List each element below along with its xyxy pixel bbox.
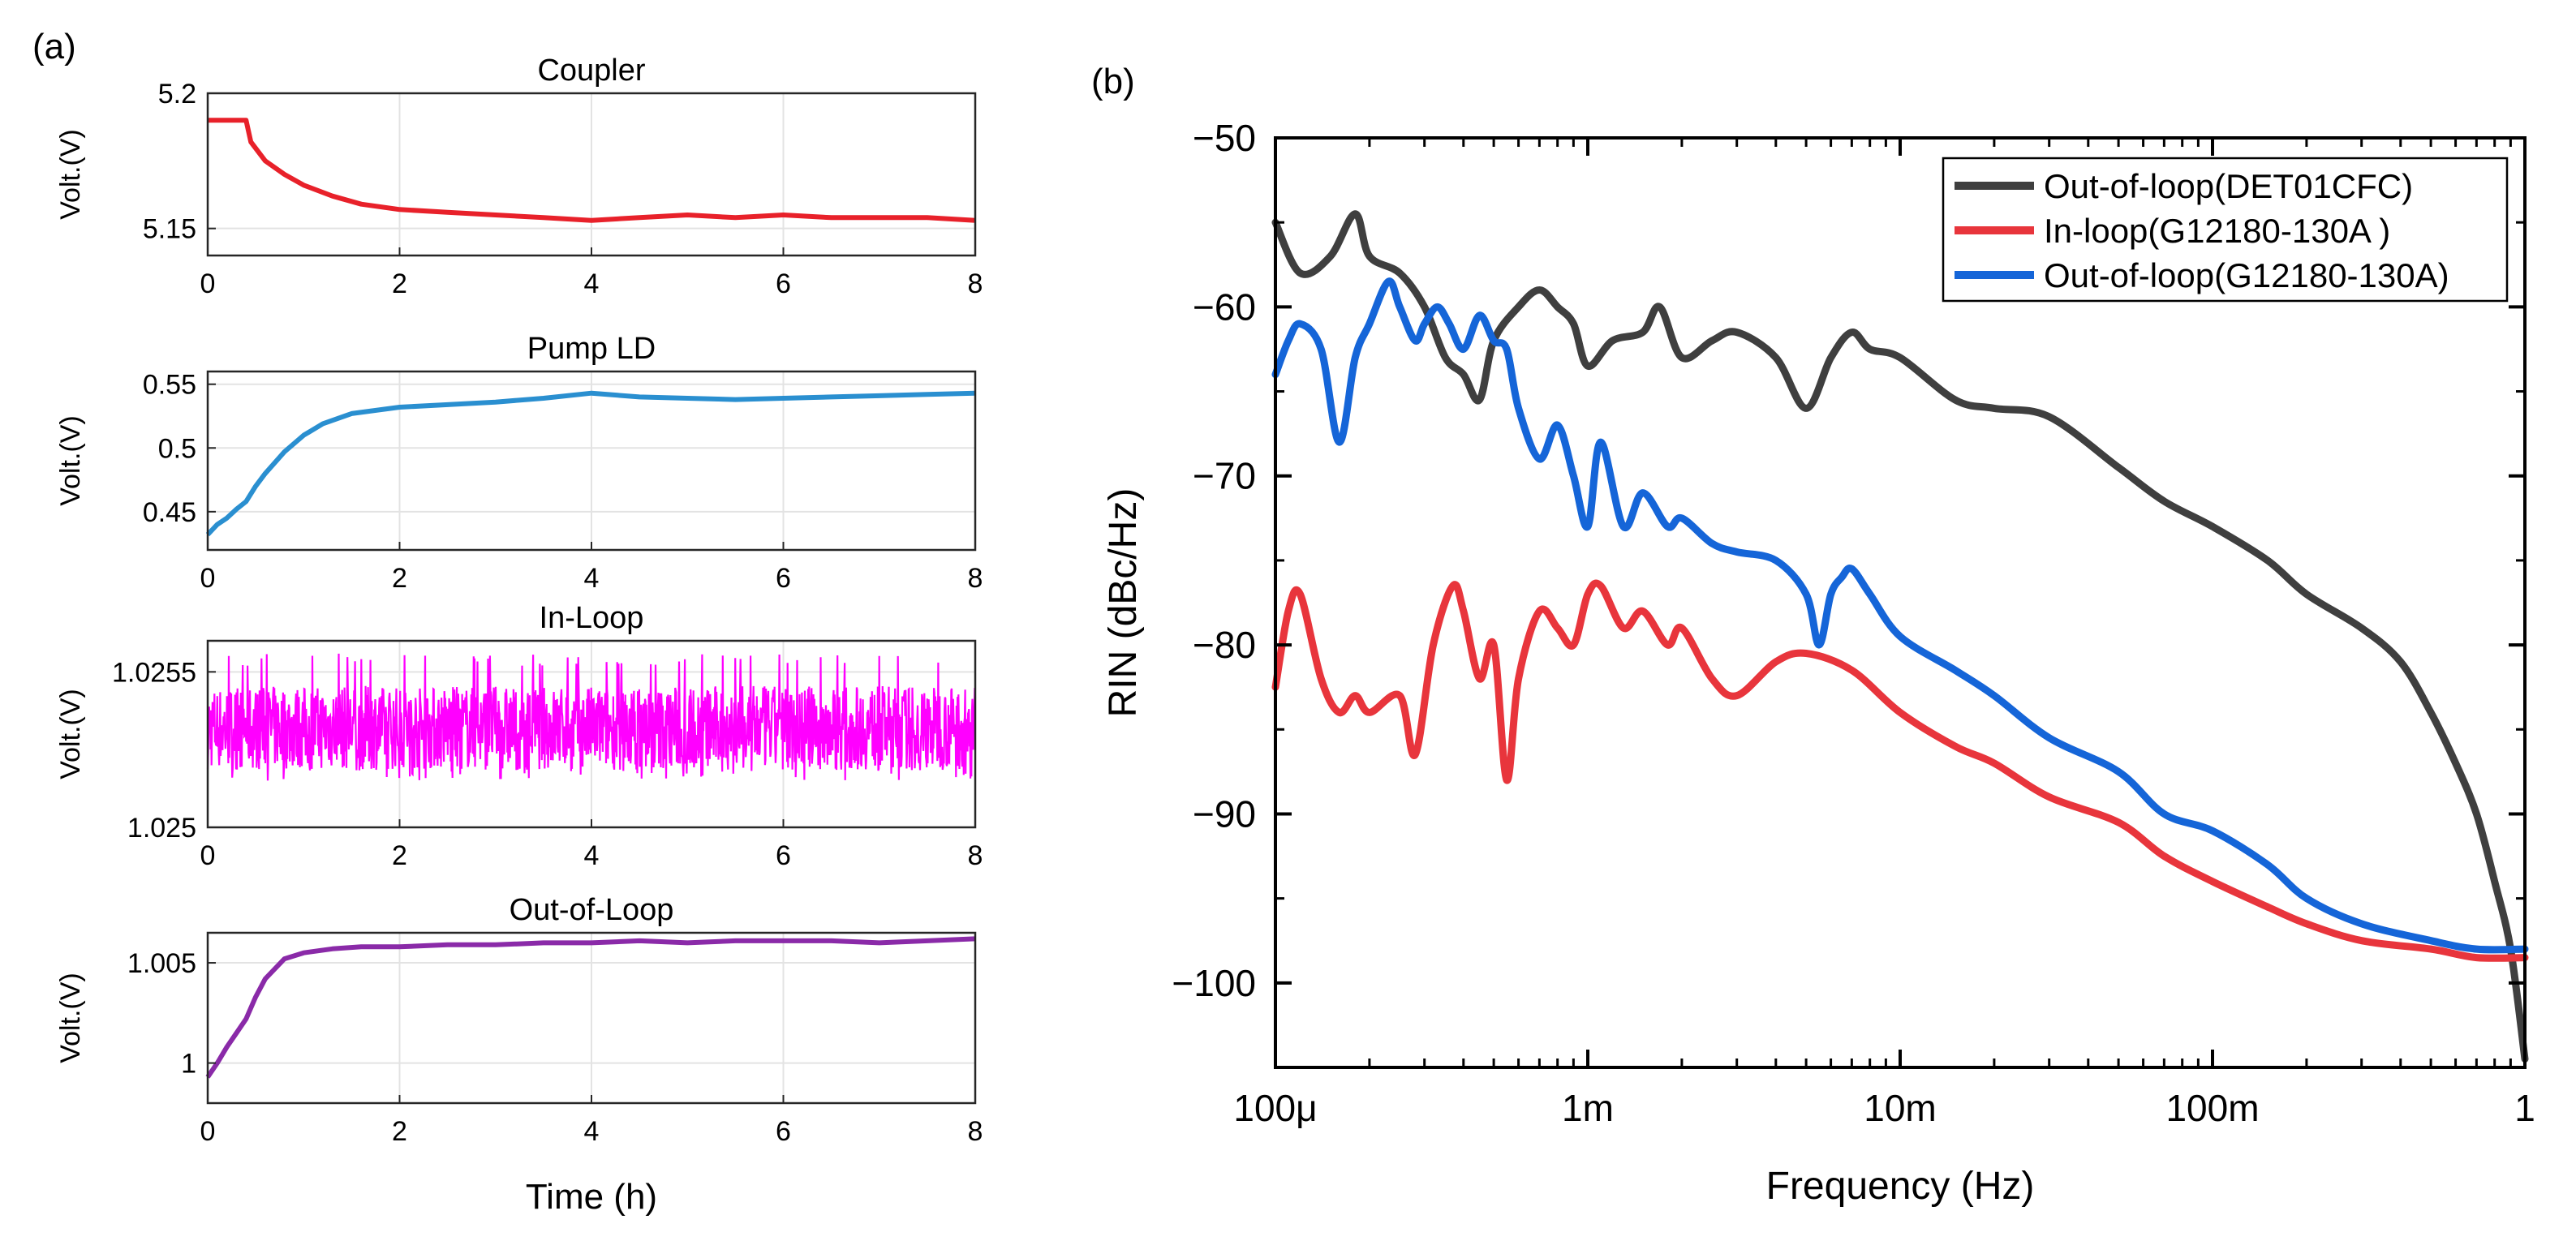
data-line-3: [205, 936, 976, 1079]
legend-label-1: In-loop(G12180-130A ): [2044, 212, 2390, 250]
subplot-title: In-Loop: [540, 601, 644, 635]
rin-x-tick-label: 1: [2514, 1087, 2535, 1129]
rin-y-tick-label: −80: [1193, 624, 1256, 666]
legend-label-2: Out-of-loop(G12180-130A): [2044, 256, 2449, 294]
x-tick-label: 8: [968, 840, 983, 871]
panel-a-label: (a): [32, 27, 76, 67]
rin-y-tick-label: −100: [1172, 962, 1256, 1004]
x-axis-label: Time (h): [526, 1177, 657, 1217]
x-tick-label: 6: [776, 840, 791, 871]
y-axis-label: Volt.(V): [55, 689, 86, 779]
x-tick-label: 2: [392, 268, 407, 299]
rin-x-tick-label: 1m: [1562, 1087, 1614, 1129]
rin-x-tick-label: 100μ: [1233, 1087, 1317, 1129]
x-tick-label: 6: [776, 268, 791, 299]
y-axis-label: Volt.(V): [55, 129, 86, 219]
series-line-0: [1271, 210, 2529, 1063]
y-axis-label: Volt.(V): [55, 973, 86, 1063]
y-tick-label: 5.2: [158, 79, 196, 110]
x-tick-label: 2: [392, 1116, 407, 1147]
y-tick-label: 1.025: [127, 813, 196, 844]
rin-x-tick-label: 100m: [2165, 1087, 2259, 1129]
y-tick-label: 0.45: [143, 497, 196, 528]
x-tick-label: 4: [584, 1116, 600, 1147]
y-tick-label: 5.15: [143, 214, 196, 245]
x-tick-label: 8: [968, 268, 983, 299]
rin-y-tick-label: −90: [1193, 792, 1256, 835]
series-line-1: [1271, 579, 2529, 962]
x-tick-label: 0: [200, 268, 216, 299]
rin-x-tick-label: 10m: [1864, 1087, 1936, 1129]
x-tick-label: 8: [968, 1116, 983, 1147]
y-tick-label: 1.005: [127, 948, 196, 979]
subplot-title: Out-of-Loop: [510, 893, 674, 927]
y-tick-label: 1: [181, 1049, 196, 1080]
subplot-title: Coupler: [537, 54, 645, 88]
x-tick-label: 6: [776, 563, 791, 594]
legend-label-0: Out-of-loop(DET01CFC): [2044, 167, 2413, 205]
data-line-0: [208, 118, 976, 223]
y-tick-label: 0.5: [158, 433, 196, 464]
x-tick-label: 4: [584, 268, 600, 299]
x-tick-label: 4: [584, 563, 600, 594]
panel-b-label: (b): [1091, 62, 1135, 101]
x-tick-label: 0: [200, 1116, 216, 1147]
y-axis-label: Volt.(V): [55, 415, 86, 505]
rin-y-axis-label: RIN (dBc/Hz): [1102, 488, 1145, 718]
data-line-1: [205, 390, 976, 537]
x-tick-label: 0: [200, 563, 216, 594]
rin-y-tick-label: −50: [1193, 117, 1256, 159]
legend-box: [1942, 157, 2509, 303]
chart-root: 0 2 4 6 8 5.15 5.2 Coupler Volt.(V) 0 2 4 6 8 0.45 0.5 0…: [55, 54, 2535, 1217]
x-tick-label: 2: [392, 563, 407, 594]
rin-y-tick-label: −60: [1193, 286, 1256, 328]
x-tick-label: 0: [200, 840, 216, 871]
y-tick-label: 0.55: [143, 370, 196, 401]
x-tick-label: 4: [584, 840, 600, 871]
x-tick-label: 2: [392, 840, 407, 871]
data-line-inloop: [206, 653, 977, 781]
y-tick-label: 1.0255: [112, 657, 196, 688]
rin-x-axis-label: Frequency (Hz): [1766, 1165, 2035, 1208]
x-tick-label: 6: [776, 1116, 791, 1147]
series-line-2: [1271, 277, 2529, 954]
subplot-title: Pump LD: [527, 332, 656, 366]
x-tick-label: 8: [968, 563, 983, 594]
rin-y-tick-label: −70: [1193, 455, 1256, 497]
